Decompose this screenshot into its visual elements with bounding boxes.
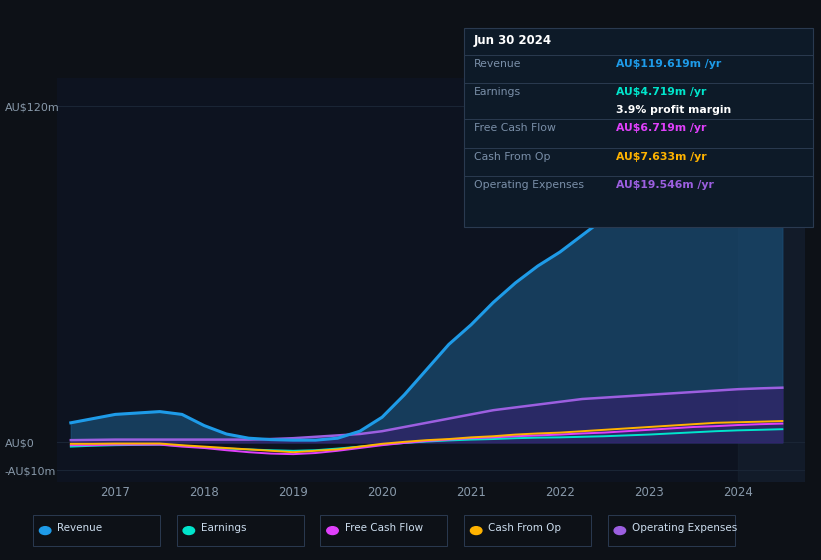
Text: AU$4.719m /yr: AU$4.719m /yr (616, 87, 706, 97)
Text: Operating Expenses: Operating Expenses (474, 180, 584, 190)
Text: AU$7.633m /yr: AU$7.633m /yr (616, 152, 706, 162)
Text: Earnings: Earnings (474, 87, 521, 97)
Text: Cash From Op: Cash From Op (474, 152, 550, 162)
Text: AU$19.546m /yr: AU$19.546m /yr (616, 180, 713, 190)
Text: Revenue: Revenue (57, 523, 103, 533)
Text: AU$119.619m /yr: AU$119.619m /yr (616, 59, 721, 69)
Text: Earnings: Earnings (201, 523, 246, 533)
Text: Cash From Op: Cash From Op (488, 523, 562, 533)
Text: Free Cash Flow: Free Cash Flow (474, 123, 556, 133)
Bar (738, 78, 805, 482)
Text: AU$6.719m /yr: AU$6.719m /yr (616, 123, 706, 133)
Text: Jun 30 2024: Jun 30 2024 (474, 34, 552, 46)
Text: 3.9% profit margin: 3.9% profit margin (616, 105, 731, 115)
Text: Revenue: Revenue (474, 59, 521, 69)
Text: Operating Expenses: Operating Expenses (632, 523, 737, 533)
Text: Free Cash Flow: Free Cash Flow (345, 523, 423, 533)
